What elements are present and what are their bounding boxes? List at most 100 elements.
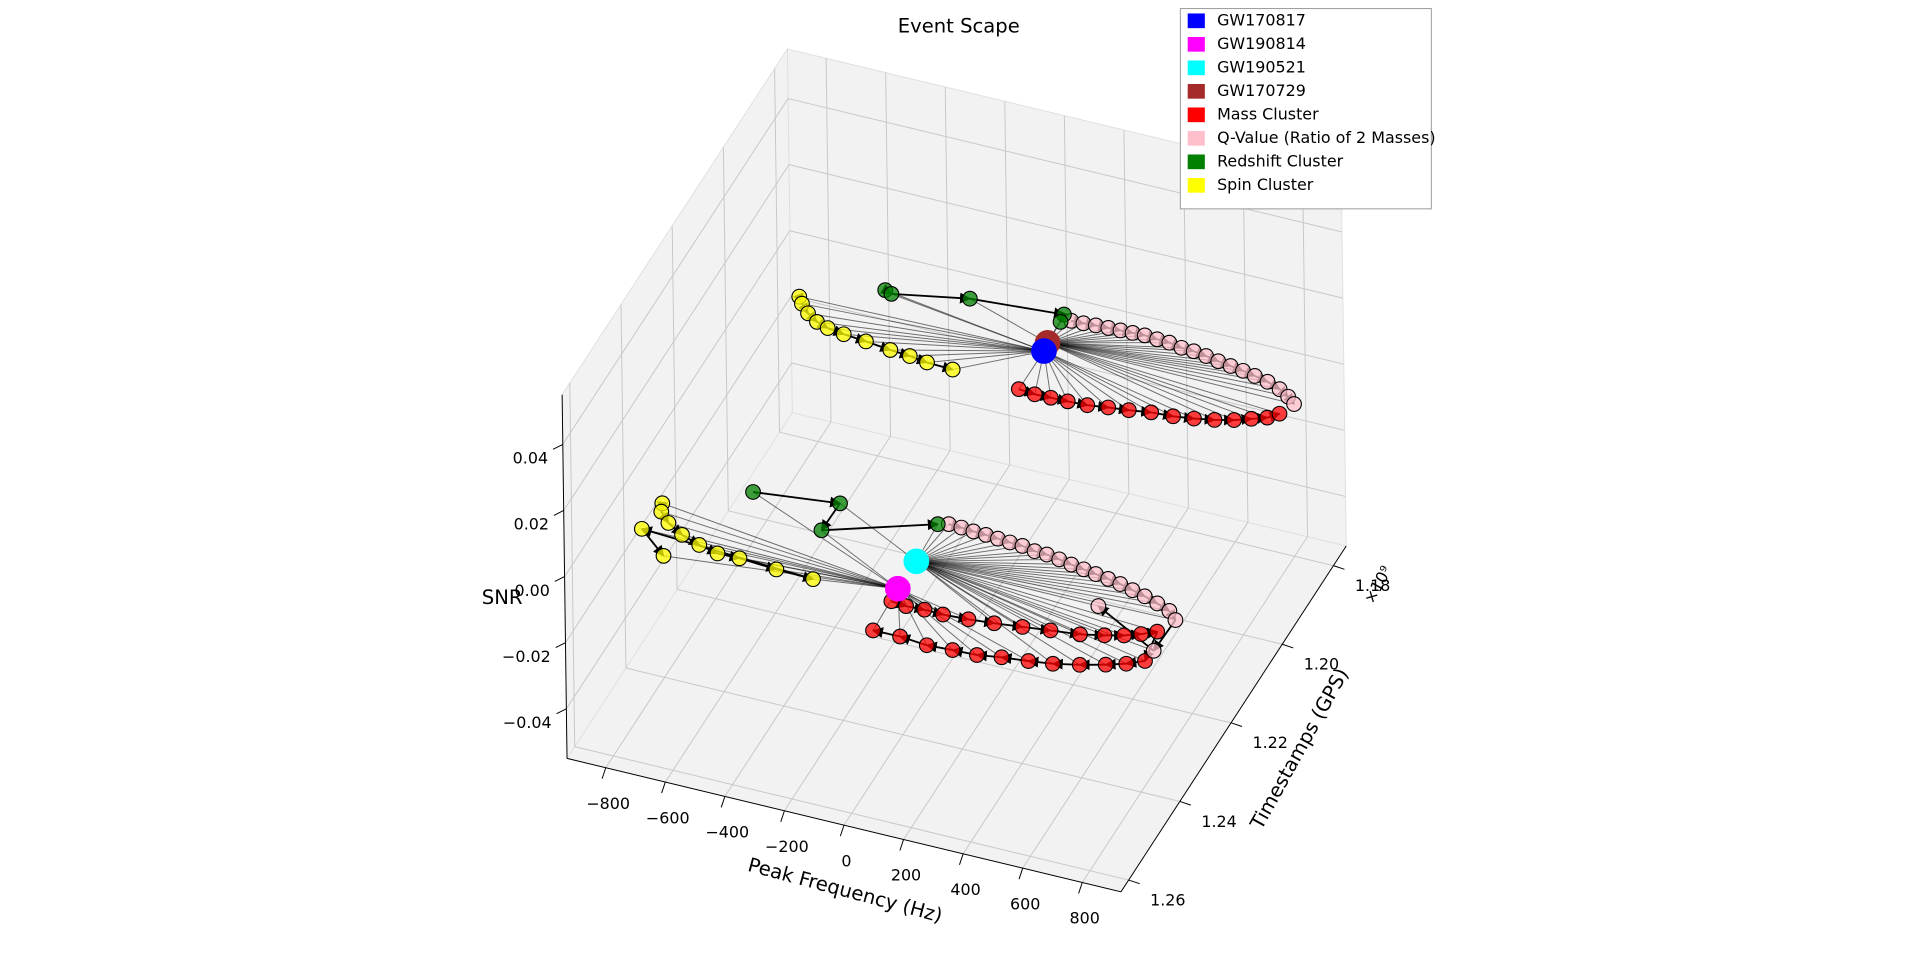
grid-line: [664, 435, 891, 783]
edge: [916, 560, 1051, 631]
z-tick: [556, 708, 567, 715]
cluster-point: [1042, 622, 1059, 639]
edge: [1047, 342, 1295, 405]
edge: [916, 560, 1099, 607]
grid-line: [779, 431, 1334, 567]
edge: [827, 327, 1045, 352]
edge: [681, 534, 898, 590]
legend-box: [1179, 8, 1432, 210]
edge: [1047, 342, 1289, 398]
cluster-point: [1149, 595, 1166, 612]
x-tick: [958, 853, 964, 865]
x-tick: [1018, 868, 1024, 880]
cluster-point: [1020, 653, 1037, 669]
grid-line: [724, 450, 951, 797]
cluster-point: [1116, 627, 1132, 644]
cluster-point: [1052, 313, 1069, 330]
edge: [752, 491, 899, 590]
z-tick-label: −0.04: [503, 713, 552, 732]
edge: [916, 560, 1146, 662]
edge: [916, 560, 1142, 635]
cluster-point: [901, 348, 918, 364]
edge: [897, 588, 1002, 658]
cluster-point: [633, 520, 650, 537]
z-tick-label: 0.02: [514, 515, 549, 534]
cluster-point: [1090, 598, 1107, 614]
legend-swatch: [1187, 177, 1205, 193]
cluster-point: [1137, 653, 1153, 669]
cluster-point: [1271, 405, 1288, 422]
edge: [952, 350, 1045, 371]
z-tick: [555, 642, 566, 649]
edge: [891, 293, 1045, 352]
x-axis: [566, 757, 1122, 893]
legend-swatch: [1187, 60, 1205, 76]
cluster-point: [1136, 588, 1153, 605]
cluster-point: [1100, 399, 1117, 416]
edge: [926, 350, 1045, 363]
y-tick-label: 1.20: [1304, 655, 1339, 674]
cluster-point: [1226, 412, 1242, 428]
edge: [865, 340, 1044, 352]
y-tick: [1128, 879, 1140, 885]
z-axis: [561, 394, 568, 759]
x-tick-label: −800: [586, 794, 630, 813]
y-tick-label: 1.24: [1201, 812, 1236, 831]
edge: [801, 303, 1045, 352]
y-tick: [1179, 800, 1192, 806]
cluster-point: [919, 354, 935, 371]
edge: [916, 560, 1084, 570]
edge: [807, 312, 1045, 352]
edge: [1047, 342, 1244, 372]
edge: [916, 560, 1109, 580]
z-axis-label: SNR: [482, 586, 523, 609]
edge: [1047, 342, 1252, 420]
y-tick: [1333, 565, 1345, 570]
grid-line: [562, 98, 789, 445]
legend-swatch: [1187, 13, 1205, 29]
edge: [1047, 342, 1219, 362]
cluster-point: [819, 320, 836, 336]
x-tick: [780, 810, 785, 822]
cluster-point: [745, 484, 761, 500]
cluster-point: [1096, 627, 1113, 644]
cluster-point: [1071, 656, 1088, 673]
edge: [916, 560, 1133, 591]
edge: [662, 502, 898, 590]
axes: [552, 394, 1347, 894]
cluster-point: [653, 503, 670, 520]
grid-line: [605, 421, 832, 768]
grid-line: [565, 296, 792, 643]
cluster-point: [935, 606, 951, 623]
cluster-point: [655, 547, 672, 564]
legend-swatch: [1187, 83, 1205, 99]
edge: [916, 554, 1047, 562]
grid-line: [1081, 536, 1308, 883]
cluster-point: [944, 642, 961, 658]
edge: [821, 529, 899, 590]
cluster-point: [1165, 408, 1181, 425]
x-tick-label: 200: [891, 866, 921, 885]
cluster-point: [1286, 396, 1302, 412]
arrow: [640, 526, 814, 581]
legend-label: GW170729: [1217, 81, 1306, 100]
cluster-point: [1246, 368, 1263, 384]
legend-swatch: [1187, 154, 1205, 170]
grid-line: [787, 98, 1343, 233]
edge: [1047, 342, 1280, 415]
arrow: [891, 292, 971, 304]
cluster-point: [832, 495, 848, 512]
x-tick-label: 800: [1070, 909, 1100, 928]
edge: [1043, 350, 1152, 413]
cluster-point: [960, 611, 977, 628]
cluster-point: [898, 598, 914, 615]
legend-label: Mass Cluster: [1217, 104, 1319, 123]
legend-swatch: [1187, 130, 1205, 146]
cluster-point: [709, 545, 726, 562]
x-tick: [839, 824, 845, 837]
edge: [1043, 350, 1195, 420]
x-tick: [720, 796, 726, 808]
edge: [1047, 342, 1231, 367]
cluster-point: [858, 333, 874, 350]
